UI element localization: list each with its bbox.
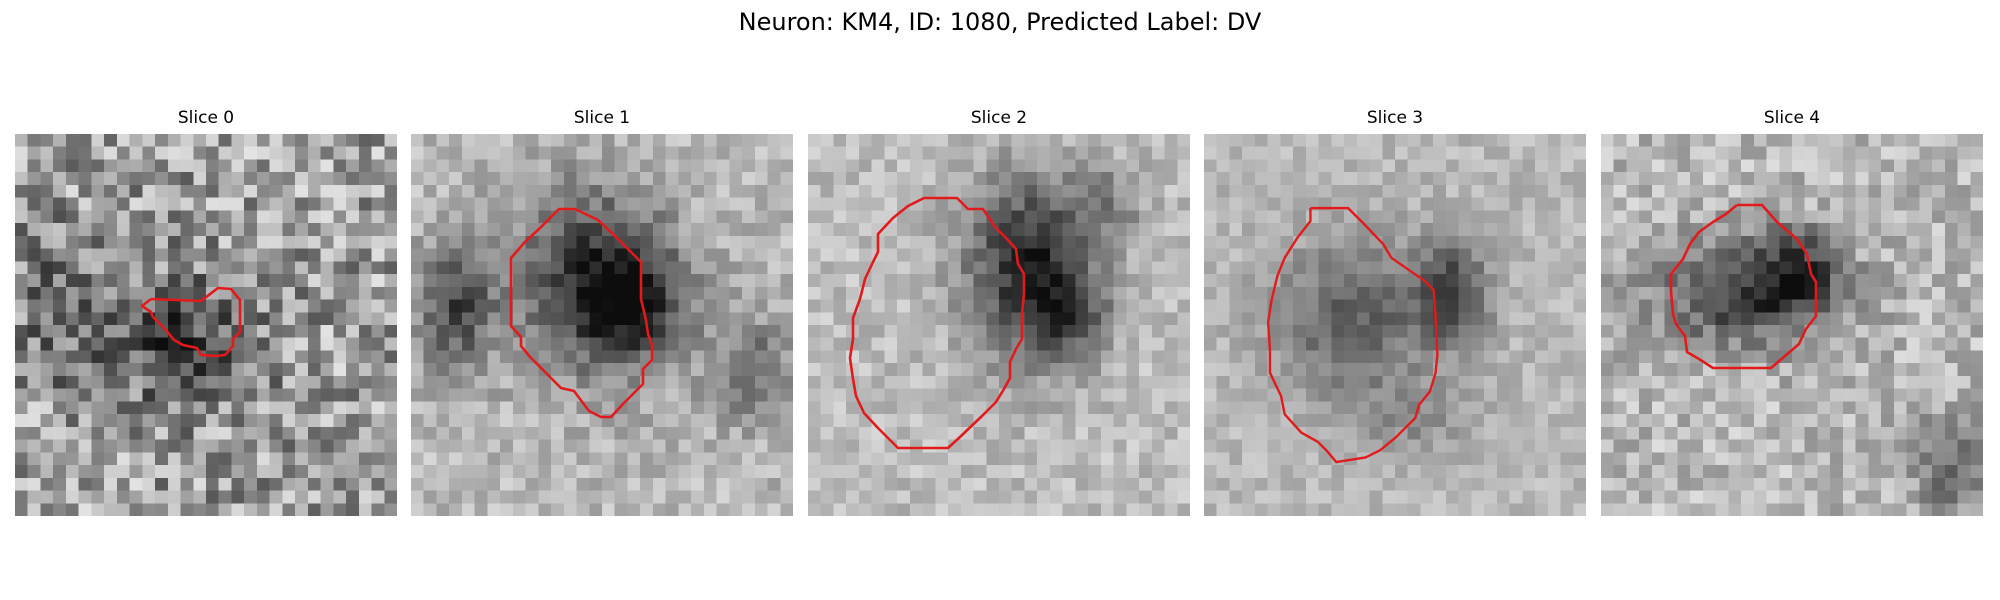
figure-title: Neuron: KM4, ID: 1080, Predicted Label: … [738, 8, 1262, 36]
slice-image-3 [1204, 134, 1586, 516]
roi-contour-4 [1669, 203, 1818, 370]
grayscale-image-1 [411, 134, 793, 516]
roi-contour-2 [848, 196, 1026, 450]
slice-title-0: Slice 0 [177, 108, 235, 128]
roi-contour-1 [509, 207, 654, 419]
grayscale-image-0 [15, 134, 397, 516]
slice-image-2 [808, 134, 1190, 516]
slice-image-0 [15, 134, 397, 516]
slice-panel-2: Slice 2 [808, 108, 1190, 516]
slice-panel-4: Slice 4 [1601, 108, 1983, 516]
slice-title-2: Slice 2 [970, 108, 1028, 128]
slice-panel-0: Slice 0 [15, 108, 397, 516]
grayscale-image-4 [1601, 134, 1983, 516]
slice-title-4: Slice 4 [1763, 108, 1821, 128]
roi-contour-0 [140, 286, 242, 358]
slice-title-1: Slice 1 [573, 108, 631, 128]
grayscale-image-2 [808, 134, 1190, 516]
slice-image-1 [411, 134, 793, 516]
slice-panel-3: Slice 3 [1204, 108, 1586, 516]
slice-image-4 [1601, 134, 1983, 516]
slice-title-3: Slice 3 [1366, 108, 1424, 128]
roi-contour-3 [1266, 206, 1439, 464]
slice-panel-1: Slice 1 [411, 108, 793, 516]
